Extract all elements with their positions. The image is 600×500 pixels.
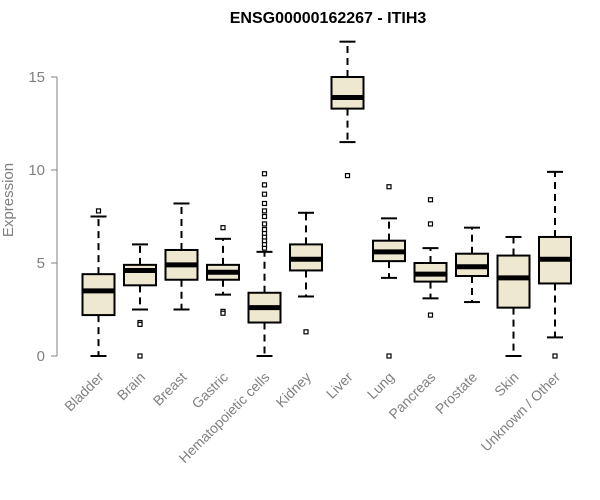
y-tick-label-1: 5	[37, 255, 45, 272]
x-label-1: Brain	[114, 369, 148, 403]
outlier-4-6	[261, 221, 268, 227]
outlier-4-8	[261, 208, 268, 214]
x-label-9: Prostate	[432, 369, 480, 417]
box-1	[123, 243, 157, 359]
y-tick-label-2: 10	[28, 162, 45, 179]
outlier-3-2	[220, 310, 226, 316]
y-tick-label-3: 15	[28, 69, 45, 86]
box-rect-6	[330, 76, 365, 110]
outlier-8-1	[427, 221, 434, 227]
outlier-4-9	[261, 200, 268, 207]
y-axis-label: Expression	[0, 163, 17, 237]
outlier-4-11	[261, 182, 268, 188]
box-0	[81, 208, 116, 357]
box-2	[164, 202, 199, 311]
x-label-0: Bladder	[61, 369, 107, 415]
x-label-7: Lung	[364, 369, 397, 402]
box-series	[81, 40, 572, 359]
outlier-4-5	[261, 226, 268, 233]
box-9	[455, 226, 489, 304]
box-11	[538, 170, 572, 359]
outlier-3-0	[220, 225, 226, 231]
y-tick-label-0: 0	[37, 348, 45, 365]
outlier-6-0	[344, 172, 351, 179]
outlier-4-10	[261, 191, 268, 197]
x-label-5: Kidney	[273, 369, 315, 411]
outlier-7-1	[386, 353, 392, 359]
box-8	[413, 197, 448, 318]
outlier-8-0	[427, 197, 434, 203]
box-5	[289, 211, 323, 335]
box-rect-0	[81, 273, 116, 317]
y-axis: 0 5 10 15	[28, 69, 58, 365]
outlier-4-12	[261, 171, 268, 177]
box-7	[372, 184, 406, 359]
box-6	[330, 40, 365, 179]
outlier-1-1	[137, 321, 143, 327]
chart-title: ENSG00000162267 - ITIH3	[230, 10, 427, 27]
x-label-10: Skin	[491, 369, 522, 400]
box-rect-10	[496, 254, 531, 309]
outlier-7-0	[386, 184, 392, 190]
outlier-1-2	[137, 353, 143, 359]
x-label-11: Unknown / Other	[478, 369, 564, 455]
outlier-11-0	[552, 353, 558, 359]
x-label-2: Breast	[150, 369, 190, 409]
outlier-8-2	[427, 312, 434, 318]
box-4	[247, 171, 282, 357]
outlier-4-7	[261, 213, 268, 220]
box-3	[206, 225, 240, 316]
box-10	[496, 235, 531, 357]
box-rect-1	[123, 263, 157, 287]
outlier-0-0	[95, 208, 102, 214]
outlier-5-0	[303, 329, 309, 335]
x-label-6: Liver	[323, 369, 356, 402]
